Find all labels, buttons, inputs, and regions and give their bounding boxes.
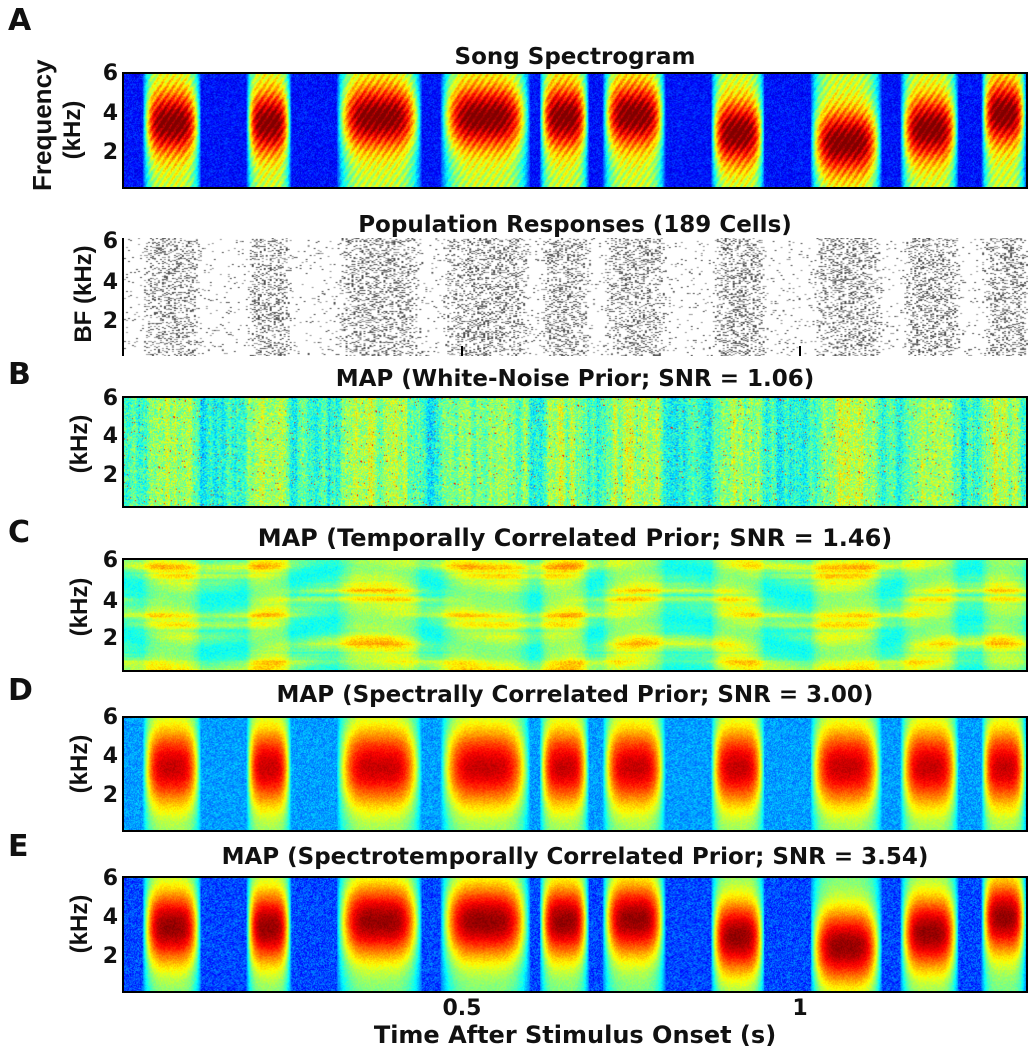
spectral-canvas bbox=[124, 718, 1026, 830]
temporal-title: MAP (Temporally Correlated Prior; SNR = … bbox=[257, 524, 893, 552]
spectrotemporal-title: MAP (Spectrotemporally Correlated Prior;… bbox=[221, 844, 929, 870]
spectrogram-plot bbox=[122, 72, 1028, 189]
raster-xtick-mark-1 bbox=[799, 346, 801, 356]
x-axis-label: Time After Stimulus Onset (s) bbox=[373, 1021, 777, 1049]
spectrotemporal-ytick-4: 4 bbox=[102, 905, 118, 930]
spectrotemporal-plot bbox=[122, 876, 1028, 993]
spectral-ytick-4: 4 bbox=[102, 744, 118, 769]
temporal-ytick-2: 2 bbox=[102, 626, 118, 651]
white-noise-canvas bbox=[124, 398, 1026, 506]
spectral-ytick-6: 6 bbox=[102, 705, 118, 730]
spectral-plot bbox=[122, 716, 1028, 832]
raster-plot bbox=[122, 238, 1028, 356]
spectrotemporal-ytick-6: 6 bbox=[102, 866, 118, 891]
raster-canvas bbox=[124, 238, 1028, 356]
raster-ytick-4: 4 bbox=[102, 270, 118, 295]
xtick-1: 1 bbox=[792, 996, 808, 1021]
white-noise-ytick-4: 4 bbox=[102, 424, 118, 449]
panel-letter-e: E bbox=[8, 829, 29, 864]
spectrotemporal-ytick-2: 2 bbox=[102, 944, 118, 969]
xtick-0.5: 0.5 bbox=[442, 996, 482, 1021]
spectrogram-ylabel-line1: Frequency bbox=[27, 59, 57, 192]
raster-ytick-2: 2 bbox=[102, 309, 118, 334]
white-noise-plot bbox=[122, 396, 1028, 508]
panel-letter-b: B bbox=[8, 357, 31, 392]
spectrotemporal-canvas bbox=[124, 878, 1026, 991]
white-noise-ytick-2: 2 bbox=[102, 463, 118, 488]
white-noise-ytick-6: 6 bbox=[102, 386, 118, 411]
spectrogram-ytick-2: 2 bbox=[102, 140, 118, 165]
white-noise-title: MAP (White-Noise Prior; SNR = 1.06) bbox=[335, 366, 815, 392]
panel-letter-c: C bbox=[8, 515, 31, 550]
panel-letter-a: A bbox=[8, 3, 32, 38]
spectrogram-ytick-4: 4 bbox=[102, 101, 118, 126]
temporal-ytick-6: 6 bbox=[102, 548, 118, 573]
spectral-title: MAP (Spectrally Correlated Prior; SNR = … bbox=[276, 682, 874, 708]
temporal-canvas bbox=[124, 560, 1026, 670]
panel-letter-d: D bbox=[8, 673, 33, 708]
spectrogram-title: Song Spectrogram bbox=[454, 44, 696, 70]
spectrogram-canvas bbox=[124, 74, 1026, 187]
raster-xtick-mark-0.5 bbox=[461, 346, 463, 356]
raster-title: Population Responses (189 Cells) bbox=[358, 212, 792, 238]
spectral-ytick-2: 2 bbox=[102, 783, 118, 808]
temporal-ytick-4: 4 bbox=[102, 589, 118, 614]
temporal-plot bbox=[122, 558, 1028, 672]
spectrogram-ytick-6: 6 bbox=[102, 61, 118, 86]
raster-ytick-6: 6 bbox=[102, 229, 118, 254]
